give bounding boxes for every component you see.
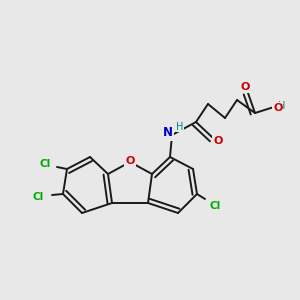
Text: Cl: Cl <box>32 192 44 202</box>
Text: H: H <box>176 122 184 132</box>
Text: H: H <box>278 101 286 111</box>
Text: Cl: Cl <box>209 201 220 211</box>
Text: O: O <box>125 156 135 166</box>
Text: O: O <box>240 82 250 92</box>
Text: O: O <box>213 136 223 146</box>
Text: O: O <box>273 103 282 113</box>
Text: N: N <box>163 127 173 140</box>
Text: Cl: Cl <box>39 159 51 169</box>
